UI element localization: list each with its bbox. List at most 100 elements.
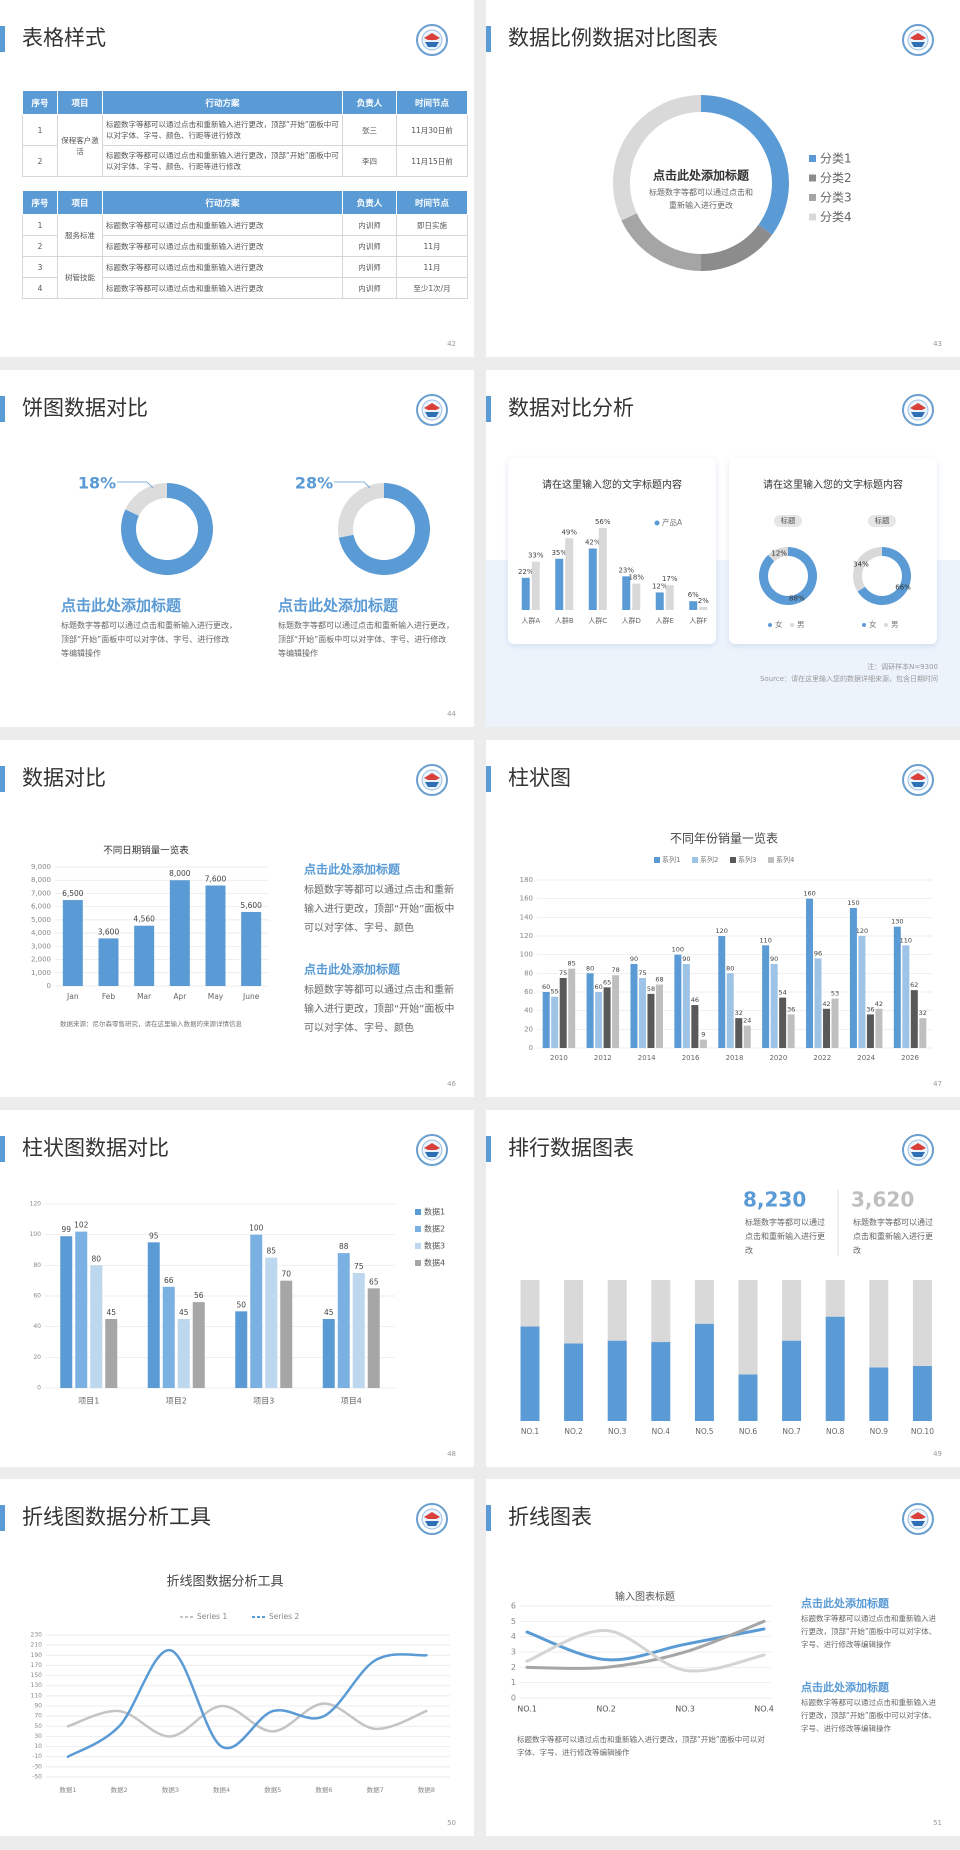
x-tick-label: 项目1 bbox=[78, 1397, 99, 1406]
legend-label: 数据4 bbox=[424, 1258, 445, 1268]
series-line bbox=[525, 1619, 766, 1670]
bar bbox=[265, 1257, 278, 1388]
x-tick-label: 项目2 bbox=[166, 1397, 187, 1406]
x-tick-label: 数据2 bbox=[111, 1785, 128, 1794]
stat-text: 标题数字等都可以通过点击和重新输入进行更改 bbox=[745, 1218, 825, 1255]
value-label: 8,000 bbox=[169, 869, 191, 878]
value-label: 22% bbox=[518, 568, 534, 576]
value-label: 58 bbox=[647, 985, 655, 993]
donut-segment bbox=[857, 547, 911, 605]
legend-label: 男 bbox=[797, 620, 805, 629]
value-label: 18% bbox=[628, 574, 644, 582]
bar bbox=[62, 900, 83, 986]
table-cell: 树管技能 bbox=[57, 256, 103, 299]
donut-segment bbox=[853, 547, 882, 592]
page-number: 50 bbox=[447, 1819, 456, 1827]
y-tick-label: 40 bbox=[33, 1323, 41, 1330]
logo-red bbox=[910, 403, 926, 410]
bar bbox=[235, 1311, 248, 1388]
logo-blue bbox=[911, 412, 925, 417]
value-label: 66 bbox=[164, 1276, 174, 1285]
value-label: 68 bbox=[655, 976, 663, 984]
page-number: 44 bbox=[447, 710, 456, 718]
value-label: 96 bbox=[814, 949, 822, 957]
y-tick-label: 4 bbox=[511, 1632, 516, 1641]
donut-segment bbox=[338, 483, 384, 538]
x-tick-label: NO.1 bbox=[517, 1705, 537, 1714]
y-tick-label: 8,000 bbox=[31, 876, 51, 884]
y-tick-label: 80 bbox=[33, 1262, 41, 1269]
value-label: 150 bbox=[847, 899, 859, 907]
table-cell: 标题数字等都可以通过点击和重新输入进行更改 bbox=[102, 256, 343, 278]
footnote: 注：调研样本N=9300 bbox=[867, 662, 938, 671]
logo bbox=[902, 24, 934, 56]
slide-title: 数据对比 bbox=[22, 766, 106, 790]
legend-label: 数据2 bbox=[424, 1224, 445, 1234]
value-label: 36 bbox=[787, 1005, 795, 1013]
logo-red bbox=[910, 773, 926, 780]
x-tick-label: 项目3 bbox=[253, 1397, 274, 1406]
logo bbox=[902, 764, 934, 796]
bar-segment bbox=[738, 1374, 758, 1421]
y-tick-label: 90 bbox=[34, 1703, 42, 1710]
x-tick-label: 数据7 bbox=[367, 1785, 384, 1794]
table-row: 3 树管技能 标题数字等都可以通过点击和重新输入进行更改 内训师 11月 bbox=[22, 256, 468, 299]
page-number: 47 bbox=[933, 1080, 942, 1088]
y-tick-label: 6,000 bbox=[31, 903, 51, 911]
y-tick-label: 40 bbox=[524, 1007, 533, 1015]
chart-title: 不同年份销量一览表 bbox=[670, 831, 778, 846]
table-cell: 标题数字等都可以通过点击和重新输入进行更改 bbox=[102, 235, 343, 257]
table-cell: 标题数字等都可以通过点击和重新输入进行更改 bbox=[102, 277, 343, 299]
bar bbox=[205, 885, 226, 986]
logo bbox=[416, 394, 448, 426]
bar bbox=[831, 998, 839, 1048]
block-text: 标题数字等都可以通过点击和重新输入进行更改，顶部“开始”面板中可以对字体、字号、… bbox=[801, 1698, 937, 1733]
logo-blue bbox=[425, 412, 439, 417]
bar bbox=[542, 992, 550, 1048]
legend-dot bbox=[790, 623, 794, 627]
y-tick-label: -50 bbox=[32, 1774, 42, 1781]
table-row: 1 保程客户激活 标题数字等都可以通过点击和重新输入进行更改，顶部“开始”面板中可以… bbox=[22, 114, 468, 177]
value-label: 7,600 bbox=[205, 875, 227, 884]
bar bbox=[674, 954, 682, 1048]
x-tick-label: 2018 bbox=[726, 1054, 744, 1062]
donut-segment bbox=[701, 95, 789, 235]
bar bbox=[565, 538, 574, 610]
title-accent bbox=[0, 1136, 5, 1162]
value-label: 90 bbox=[630, 955, 638, 963]
bar bbox=[849, 908, 857, 1048]
slide-canvas: 数据比例数据对比图表 43 分类1 分类2 分类3 分类4 点击此处添加标题 bbox=[486, 24, 942, 348]
bar bbox=[823, 1008, 831, 1048]
table-cell: 内训师 bbox=[342, 277, 397, 299]
slide: 数据对比 46 不同日期销量一览表 0 1,000 2,000 3,000 4,000 5,00… bbox=[0, 740, 474, 1097]
bar bbox=[586, 973, 594, 1048]
y-tick-label: 30 bbox=[34, 1733, 42, 1740]
x-tick-label: NO.10 bbox=[911, 1427, 934, 1436]
table-cell: 服务标准 bbox=[57, 214, 103, 257]
legend-dot bbox=[884, 623, 888, 627]
block-heading: 点击此处添加标题 bbox=[304, 862, 401, 877]
value-label: 66% bbox=[895, 584, 911, 592]
value-label: 62 bbox=[910, 981, 918, 989]
value-label: 46 bbox=[691, 996, 699, 1004]
title-accent bbox=[0, 1505, 5, 1531]
logo-blue bbox=[911, 1152, 925, 1157]
slide: 柱状图 47 不同年份销量一览表 系列1 系列2 系列3 系列4 0 20 40 60 80 100 12… bbox=[486, 740, 960, 1097]
bar bbox=[858, 936, 866, 1048]
y-tick-label: 190 bbox=[31, 1652, 43, 1659]
bar bbox=[169, 880, 190, 986]
bar bbox=[588, 548, 597, 610]
logo-red bbox=[910, 1512, 926, 1519]
table-cell: 内训师 bbox=[342, 214, 397, 236]
block-heading: 点击此处添加标题 bbox=[304, 962, 401, 977]
x-tick-label: 2016 bbox=[682, 1054, 700, 1062]
value-label: 78 bbox=[611, 966, 619, 974]
bar bbox=[337, 1253, 350, 1388]
legend-swatch bbox=[809, 174, 816, 182]
data-table: 序号 项目 行动方案 负责人 时间节点 1 服务标准 标题数字等都可以通过点击和重新输入进行更… bbox=[22, 190, 468, 299]
logo-blue bbox=[425, 782, 439, 787]
x-tick-label: NO.2 bbox=[596, 1705, 616, 1714]
logo bbox=[902, 1503, 934, 1535]
table-cell: 标题数字等都可以通过点击和重新输入进行更改，顶部“开始”面板中可以对字体、字号、… bbox=[102, 114, 343, 146]
donut-subtitle: 标题数字等都可以通过点击和重新输入进行更改 bbox=[649, 188, 753, 210]
